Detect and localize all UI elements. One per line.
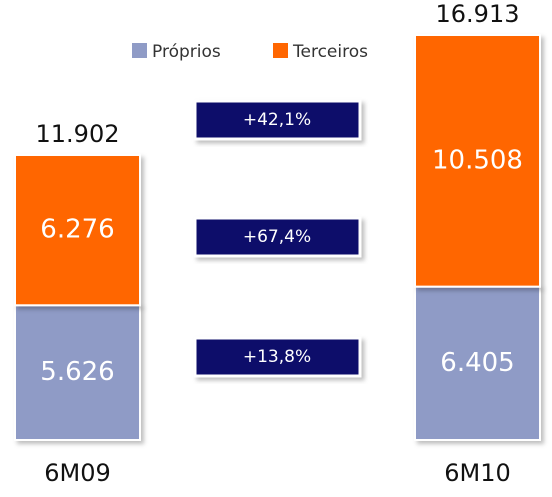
value-label: 6.405 xyxy=(440,348,514,378)
legend-swatch xyxy=(273,43,288,58)
x-tick-label: 6M10 xyxy=(444,459,511,487)
annotation-box xyxy=(193,99,362,141)
annotation-box xyxy=(193,336,362,378)
total-label: 11.902 xyxy=(36,120,120,148)
bar-segment xyxy=(14,304,141,441)
annotation: +42,1% xyxy=(243,110,311,130)
x-tick-label: 6M09 xyxy=(44,459,111,487)
bar-segment xyxy=(14,153,141,307)
annotation: +13,8% xyxy=(243,347,311,367)
value-label: 10.508 xyxy=(432,145,523,175)
legend-label: Terceiros xyxy=(292,42,368,62)
legend-label: Próprios xyxy=(152,42,221,62)
bar-segment xyxy=(414,34,541,288)
annotation: +67,4% xyxy=(243,227,311,247)
legend-swatch xyxy=(132,43,147,58)
value-label: 6.276 xyxy=(40,215,114,245)
value-label: 5.626 xyxy=(40,357,114,387)
total-label: 16.913 xyxy=(436,0,520,28)
annotation-box xyxy=(193,216,362,258)
